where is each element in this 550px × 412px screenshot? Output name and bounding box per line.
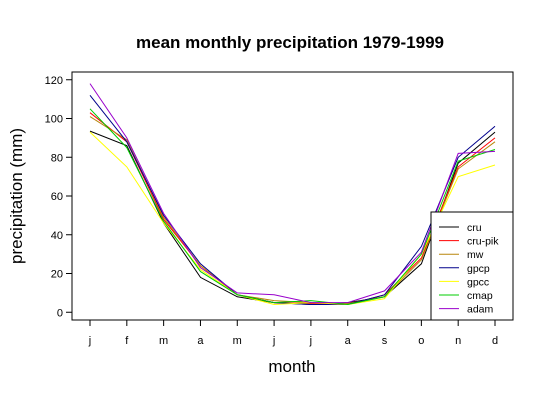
legend-label-mw: mw — [467, 249, 484, 261]
legend-label-cru-pik: cru-pik — [467, 236, 499, 248]
chart-title: mean monthly precipitation 1979-1999 — [136, 33, 444, 52]
legend-label-cmap: cmap — [467, 290, 493, 302]
series-line-cmap — [89, 108, 496, 306]
y-axis: 0 20 40 60 80 100 120 — [45, 75, 72, 319]
y-axis-label: precipitation (mm) — [7, 128, 26, 264]
x-tick-label: a — [345, 335, 352, 347]
x-tick-label: j — [309, 335, 312, 347]
legend-label-gpcp: gpcp — [467, 263, 490, 275]
x-tick-label: o — [418, 335, 424, 347]
x-tick-label: s — [382, 335, 388, 347]
y-tick-label: 20 — [51, 269, 63, 281]
series-line-gpcc — [89, 131, 496, 306]
y-tick-label: 100 — [45, 114, 63, 126]
y-tick-label: 120 — [45, 75, 63, 87]
x-tick-label: a — [197, 335, 204, 347]
y-tick-label: 40 — [51, 230, 63, 242]
x-tick-label: m — [233, 335, 242, 347]
x-tick-label: m — [159, 335, 168, 347]
x-tick-label: j — [88, 335, 91, 347]
x-tick-label: d — [492, 335, 498, 347]
legend-box — [430, 211, 514, 321]
y-tick-label: 80 — [51, 152, 63, 164]
x-tick-label: n — [455, 335, 461, 347]
series-lines — [89, 83, 496, 306]
x-tick-label: j — [272, 335, 275, 347]
y-tick-label: 60 — [51, 191, 63, 203]
y-tick-label: 0 — [57, 307, 63, 319]
x-axis-label: month — [268, 357, 315, 376]
series-line-adam — [89, 83, 496, 304]
legend-label-adam: adam — [467, 304, 494, 316]
x-tick-label: f — [125, 335, 129, 347]
legend-label-gpcc: gpcc — [467, 276, 489, 288]
legend-label-cru: cru — [467, 222, 482, 234]
